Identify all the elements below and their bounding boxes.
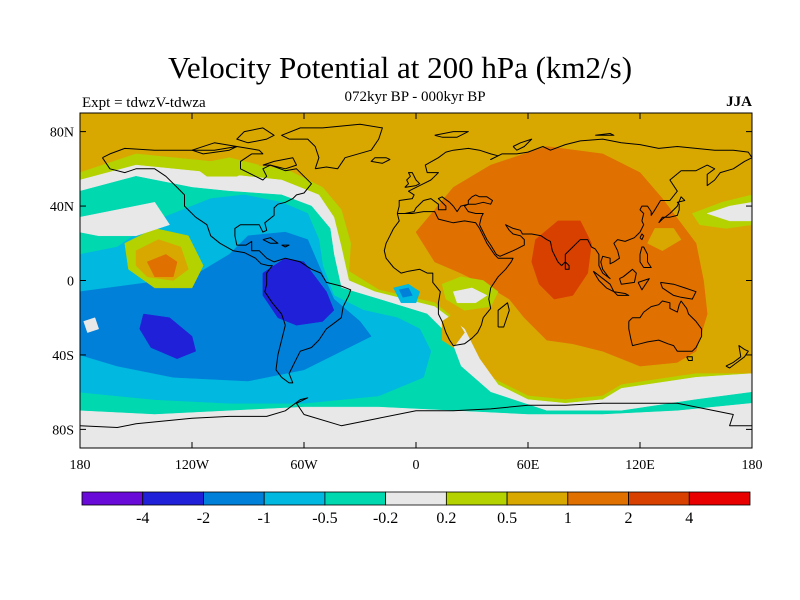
colorbar-label-4: -0.2 (373, 510, 398, 527)
colorbar-box-8 (567, 491, 629, 506)
colorbar-box-5 (385, 491, 447, 506)
colorbar-label-2: -1 (258, 510, 271, 527)
coastline-23 (236, 127, 275, 144)
contour-region-21 (441, 313, 465, 348)
colorbar-box-3 (263, 491, 326, 506)
colorbar-box-0 (81, 491, 144, 506)
y-tick-label-4: 80S (52, 423, 74, 438)
contour-region-9 (398, 287, 413, 298)
coastline-13 (628, 300, 703, 352)
coastlines (80, 123, 752, 428)
colorbar-box-2 (203, 491, 265, 506)
coastline-22 (80, 397, 752, 428)
x-tick-label-5: 120E (625, 458, 655, 473)
experiment-label: Expt = tdwzV-tdwza (82, 95, 206, 111)
x-tick-label-6: 180 (742, 458, 763, 473)
contour-region-25 (80, 403, 752, 448)
coastline-25 (262, 157, 297, 170)
colorbar-label-7: 1 (564, 510, 572, 527)
colorbar-label-1: -2 (197, 510, 210, 527)
colorbar-label-9: 4 (685, 510, 693, 527)
coastline-27 (512, 138, 533, 151)
colorbar-label-6: 0.5 (497, 510, 517, 527)
colorbar-box-6 (445, 491, 508, 506)
coastline-14 (686, 356, 693, 361)
coastline-17 (639, 233, 645, 241)
coastline-11 (637, 278, 650, 291)
coastline-0 (101, 146, 352, 384)
colorbar-box-4 (324, 491, 387, 506)
contour-region-12 (146, 254, 178, 278)
colorbar-label-0: -4 (136, 510, 149, 527)
x-tick-label-2: 60W (290, 458, 318, 473)
coastline-6 (497, 302, 510, 328)
map-field (80, 113, 752, 448)
contour-region-7 (139, 313, 196, 359)
coastline-5 (404, 172, 421, 188)
coastline-12 (660, 281, 697, 300)
colorbar: -4 -2 -1 -0.5 -0.2 0.2 0.5 1 2 4 (81, 491, 751, 527)
chart-title: Velocity Potential at 200 hPa (km2/s) (167, 50, 633, 85)
coastline-10 (619, 268, 637, 285)
coastline-16 (658, 196, 686, 224)
coastline-2 (383, 211, 514, 347)
colorbar-label-5: 0.2 (436, 510, 456, 527)
coastline-15 (725, 345, 749, 369)
x-tick-label-4: 60E (517, 458, 540, 473)
colorbar-box-1 (142, 491, 204, 506)
contour-region-16 (647, 228, 682, 251)
coastline-7 (564, 261, 570, 270)
colorbar-label-8: 2 (625, 510, 633, 527)
coastline-20 (281, 244, 290, 248)
y-tick-label-3: 40S (52, 349, 74, 364)
colorbar-label-3: -0.5 (312, 510, 337, 527)
coastline-4 (467, 194, 493, 205)
coastline-24 (191, 142, 238, 155)
coastline-26 (434, 131, 469, 138)
colorbar-box-9 (628, 491, 690, 506)
contour-region-18 (706, 202, 752, 222)
colorbar-box-10 (688, 491, 751, 506)
contour-region-13 (80, 202, 170, 237)
x-tick-label-3: 0 (413, 458, 420, 473)
coastline-21 (370, 157, 391, 164)
y-tick-label-2: 0 (67, 275, 74, 290)
chart-subtitle: 072kyr BP - 000kyr BP (344, 89, 486, 105)
coastline-18 (639, 246, 652, 268)
coastline-28 (595, 133, 615, 136)
coastline-1 (281, 123, 383, 170)
colorbar-box-7 (506, 491, 569, 506)
coastline-19 (262, 237, 279, 244)
contour-region-24 (83, 317, 100, 333)
coastline-3 (396, 138, 752, 280)
contour-region-20 (452, 287, 488, 304)
season-label: JJA (726, 94, 752, 110)
y-tick-label-1: 40N (50, 200, 74, 215)
coastline-8 (592, 270, 615, 293)
contour-region-22 (80, 127, 238, 166)
contour-region-23 (191, 157, 260, 177)
x-tick-label-0: 180 (70, 458, 91, 473)
axis-ticks: 180 120W 60W 0 60E 120E 180 80N 40N 0 40S 80S (50, 113, 763, 473)
x-tick-label-1: 120W (175, 458, 210, 473)
coastline-9 (613, 291, 630, 296)
y-tick-label-0: 80N (50, 126, 74, 141)
contour-region-15 (531, 220, 592, 300)
